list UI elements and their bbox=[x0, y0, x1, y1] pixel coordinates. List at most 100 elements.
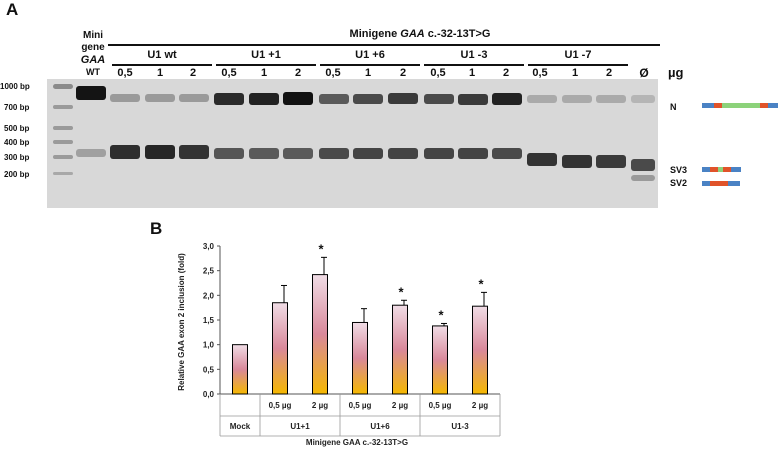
group-label-u1-minus3: U1 -3 bbox=[460, 49, 488, 61]
conc-label: 0,5 bbox=[221, 67, 237, 79]
group-underline-u1-plus6 bbox=[320, 64, 420, 66]
unit-label: µg bbox=[668, 65, 684, 80]
gel-band bbox=[145, 94, 175, 102]
group-underline-u1-wt bbox=[112, 64, 212, 66]
gel-band bbox=[596, 155, 626, 168]
gel-band bbox=[388, 93, 418, 104]
ladder-band bbox=[53, 172, 73, 175]
group-label-u1-wt: U1 wt bbox=[147, 49, 177, 61]
gel-band bbox=[179, 94, 209, 102]
ladder-size-label: 500 bp bbox=[4, 124, 30, 133]
conc-label: 1 bbox=[468, 67, 476, 79]
x-group-label: Mock bbox=[230, 422, 251, 431]
gel-band bbox=[249, 93, 279, 105]
significance-mark: * bbox=[398, 284, 404, 299]
transcript-sv3 bbox=[702, 167, 741, 172]
group-underline-u1-minus7 bbox=[528, 64, 628, 66]
gel-band bbox=[110, 145, 140, 159]
x-axis-label: Minigene GAA c.-32-13T>G bbox=[306, 438, 408, 447]
conc-label: 1 bbox=[364, 67, 372, 79]
gel-image bbox=[47, 79, 658, 208]
header-bracket bbox=[108, 44, 660, 46]
x-category-label: 0,5 µg bbox=[349, 401, 372, 410]
gel-band bbox=[458, 94, 488, 105]
gel-band bbox=[110, 94, 140, 102]
gel-band bbox=[596, 95, 626, 103]
x-group-label: U1+6 bbox=[370, 422, 390, 431]
y-tick-label: 0,5 bbox=[203, 365, 215, 374]
y-axis-label: Relative GAA exon 2 inclusion (fold) bbox=[177, 253, 186, 391]
bar bbox=[312, 274, 328, 395]
gel-band bbox=[424, 148, 454, 159]
gel-band bbox=[214, 93, 244, 105]
gel-band bbox=[353, 148, 383, 159]
band-label-sv3: SV3 bbox=[670, 165, 688, 175]
conc-label: 2 bbox=[294, 67, 302, 79]
conc-label: 2 bbox=[189, 67, 197, 79]
gel-band bbox=[283, 92, 313, 105]
gel-band bbox=[319, 94, 349, 104]
panel-b-label: B bbox=[150, 219, 163, 238]
ladder-band bbox=[53, 105, 73, 109]
gel-band bbox=[562, 155, 592, 168]
y-tick-label: 2,0 bbox=[203, 291, 215, 300]
gel-band bbox=[424, 94, 454, 104]
gel-band bbox=[631, 175, 655, 181]
transcript-diagrams bbox=[702, 103, 778, 186]
gel-band bbox=[492, 93, 522, 105]
gel-band bbox=[458, 148, 488, 159]
panel-a-header: Minigene GAA c.-32-13T>G bbox=[349, 28, 491, 40]
bars: * * * * bbox=[232, 241, 488, 395]
ladder-band bbox=[53, 84, 73, 89]
x-category-label: 2 µg bbox=[392, 401, 408, 410]
conc-label: 0,5 bbox=[532, 67, 548, 79]
ladder-size-label: 200 bp bbox=[4, 170, 30, 179]
gel-band bbox=[631, 95, 655, 103]
gel-band bbox=[527, 153, 557, 166]
y-tick-label: 1,0 bbox=[203, 341, 215, 350]
ladder-band bbox=[53, 126, 73, 130]
group-underline-u1-minus3 bbox=[424, 64, 524, 66]
gel-band bbox=[179, 145, 209, 159]
significance-mark: * bbox=[318, 241, 324, 256]
conc-label: 0,5 bbox=[430, 67, 446, 79]
gel-band bbox=[319, 148, 349, 159]
transcript-sv2 bbox=[702, 181, 740, 186]
conc-label: 1 bbox=[260, 67, 268, 79]
conc-label: 1 bbox=[571, 67, 579, 79]
gel-band bbox=[145, 145, 175, 159]
gel-band bbox=[214, 148, 244, 159]
panel-a-label: A bbox=[6, 0, 19, 19]
x-category-label: 2 µg bbox=[312, 401, 328, 410]
x-group-label: U1-3 bbox=[451, 422, 469, 431]
bar bbox=[352, 321, 368, 395]
bar-chart: Relative GAA exon 2 inclusion (fold) 0,0… bbox=[177, 241, 501, 447]
ladder-band bbox=[53, 140, 73, 144]
ladder-size-label: 400 bp bbox=[4, 138, 30, 147]
ladder-size-label: 1000 bp bbox=[0, 82, 30, 91]
ladder-band bbox=[53, 155, 73, 159]
x-categories: 0,5 µg 2 µg 0,5 µg 2 µg 0,5 µg 2 µg Mock U1+1 U1… bbox=[219, 394, 501, 437]
bar bbox=[232, 344, 248, 395]
group-label-u1-plus1: U1 +1 bbox=[251, 49, 281, 61]
bar bbox=[392, 304, 408, 395]
bar bbox=[472, 305, 488, 395]
gel-band bbox=[388, 148, 418, 159]
x-category-label: 0,5 µg bbox=[269, 401, 292, 410]
band-label-sv2: SV2 bbox=[670, 178, 688, 188]
empty-lane-label: Ø bbox=[639, 66, 649, 80]
gel-band bbox=[353, 94, 383, 104]
band-label-n: N bbox=[670, 102, 677, 112]
y-tick-label: 0,0 bbox=[203, 390, 215, 399]
y-tick-label: 1,5 bbox=[203, 316, 215, 325]
transcript-n bbox=[702, 103, 778, 108]
significance-mark: * bbox=[478, 276, 484, 291]
gel-band bbox=[631, 159, 655, 171]
bar bbox=[272, 302, 288, 395]
wt-band-n bbox=[76, 86, 106, 100]
gel-band bbox=[249, 148, 279, 159]
group-label-u1-plus6: U1 +6 bbox=[355, 49, 385, 61]
conc-label: 2 bbox=[399, 67, 407, 79]
conc-label: 0,5 bbox=[325, 67, 341, 79]
gel-band bbox=[562, 95, 592, 103]
